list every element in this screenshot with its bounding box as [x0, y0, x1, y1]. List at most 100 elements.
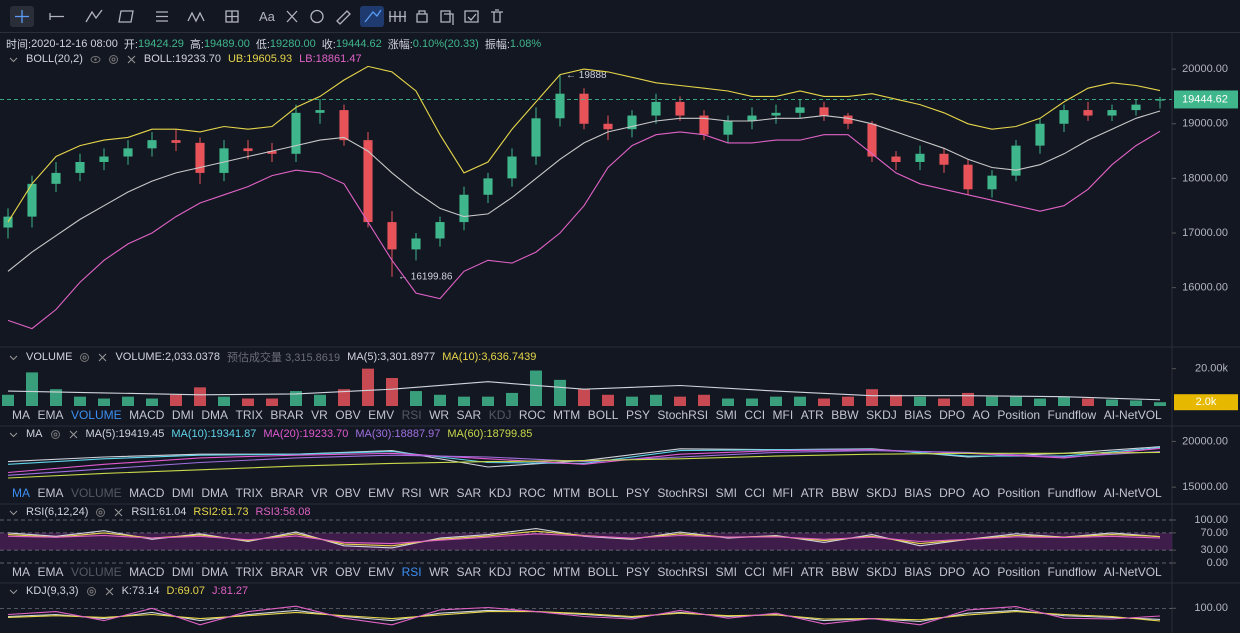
chevron-icon[interactable] — [8, 507, 19, 518]
indicator-tab[interactable]: MTM — [552, 408, 581, 422]
gear-icon[interactable] — [50, 429, 61, 440]
indicator-tab[interactable]: BBW — [831, 565, 859, 579]
indicator-tab[interactable]: AO — [972, 486, 990, 500]
indicator-tab[interactable]: DPO — [939, 408, 966, 422]
indicator-tab[interactable]: BRAR — [270, 408, 304, 422]
ruler-tool[interactable] — [336, 10, 351, 25]
indicator-tab[interactable]: DMI — [171, 486, 194, 500]
indicator-tab[interactable]: EMA — [37, 565, 64, 579]
indicator-tab[interactable]: ATR — [800, 486, 824, 500]
indicator-tab[interactable]: RSI — [401, 565, 422, 579]
indicator-tab[interactable]: SKDJ — [866, 408, 897, 422]
indicator-tab[interactable]: DMA — [201, 565, 229, 579]
indicator-tab[interactable]: EMV — [368, 486, 395, 500]
indicator-tab[interactable]: EMV — [368, 565, 395, 579]
shape-tool[interactable] — [118, 10, 134, 23]
crosshair-tool[interactable] — [15, 10, 29, 23]
indicator-tab[interactable]: MFI — [772, 565, 794, 579]
indicator-tab[interactable]: BOLL — [587, 486, 619, 500]
indicator-tab[interactable]: RSI — [401, 486, 422, 500]
indicator-tab[interactable]: TRIX — [235, 565, 263, 579]
indicator-tab[interactable]: CCI — [744, 408, 766, 422]
indicator-tab[interactable]: BIAS — [904, 486, 932, 500]
chevron-icon[interactable] — [8, 429, 19, 440]
gear-icon[interactable] — [79, 352, 90, 363]
indicator-tab[interactable]: StochRSI — [657, 486, 709, 500]
lock-tool[interactable] — [416, 10, 428, 23]
indicator-tab[interactable]: ROC — [518, 565, 546, 579]
indicator-tab[interactable]: SMI — [715, 408, 737, 422]
close-icon[interactable] — [68, 429, 79, 440]
indicator-tab[interactable]: CCI — [744, 565, 766, 579]
indicator-tab[interactable]: KDJ — [488, 565, 512, 579]
eye-icon[interactable] — [90, 54, 101, 65]
indicator-tab[interactable]: SMI — [715, 486, 737, 500]
indicator-tab[interactable]: OBV — [335, 408, 361, 422]
indicator-tab[interactable]: DMI — [171, 565, 194, 579]
indicator-tab[interactable]: AI-NetVOL — [1103, 486, 1162, 500]
indicator-tab[interactable]: SKDJ — [866, 565, 897, 579]
delete-tool[interactable] — [491, 9, 503, 23]
indicator-tab[interactable]: AI-NetVOL — [1103, 408, 1162, 422]
indicator-tab[interactable]: VR — [311, 408, 328, 422]
indicator-tab[interactable]: BRAR — [270, 486, 304, 500]
indicator-tab[interactable]: DPO — [939, 565, 966, 579]
indicator-tab[interactable]: KDJ — [488, 408, 512, 422]
brush-tool[interactable] — [286, 10, 298, 23]
indicator-tab[interactable]: DMA — [201, 486, 229, 500]
indicator-tab[interactable]: TRIX — [235, 408, 263, 422]
close-icon[interactable] — [97, 352, 108, 363]
indicator-tab[interactable]: Fundflow — [1047, 486, 1097, 500]
indicator-tab[interactable]: MACD — [129, 408, 165, 422]
trend-tool[interactable] — [85, 9, 103, 23]
indicator-tab[interactable]: BBW — [831, 486, 859, 500]
indicator-tab[interactable]: MA — [12, 408, 30, 422]
indicator-tab[interactable]: BRAR — [270, 565, 304, 579]
indicator-tab[interactable]: BIAS — [904, 408, 932, 422]
indicator-tab[interactable]: ATR — [800, 565, 824, 579]
indicator-tab[interactable]: WR — [429, 486, 450, 500]
close-icon[interactable] — [126, 54, 137, 65]
indicator-tab[interactable]: TRIX — [235, 486, 263, 500]
close-icon[interactable] — [104, 586, 115, 597]
indicator-tab[interactable]: BOLL — [587, 565, 619, 579]
indicator-tab[interactable]: RSI — [401, 408, 422, 422]
indicator-tab[interactable]: ATR — [800, 408, 824, 422]
indicator-tab[interactable]: MTM — [552, 565, 581, 579]
indicator-tab[interactable]: SMI — [715, 565, 737, 579]
indicator-tab[interactable]: VR — [311, 565, 328, 579]
indicator-tab[interactable]: PSY — [625, 565, 650, 579]
close-icon[interactable] — [113, 507, 124, 518]
indicator-tab[interactable]: EMV — [368, 408, 395, 422]
indicator-tab[interactable]: VOLUME — [70, 486, 122, 500]
indicator-tab[interactable]: MACD — [129, 565, 165, 579]
indicator-tab[interactable]: PSY — [625, 486, 650, 500]
pattern-tool[interactable] — [187, 11, 205, 23]
indicator-tab[interactable]: AO — [972, 565, 990, 579]
indicator-tab[interactable]: EMA — [37, 486, 64, 500]
indicator-tab[interactable]: Position — [997, 486, 1041, 500]
indicator-tab[interactable]: DMA — [201, 408, 229, 422]
gear-icon[interactable] — [108, 54, 119, 65]
indicator-tab[interactable]: ROC — [518, 486, 546, 500]
indicator-tab[interactable]: AO — [972, 408, 990, 422]
indicator-tab[interactable]: ROC — [518, 408, 546, 422]
chevron-icon[interactable] — [8, 54, 19, 65]
indicator-tab[interactable]: SAR — [456, 408, 482, 422]
indicator-tab[interactable]: StochRSI — [657, 408, 709, 422]
chevron-icon[interactable] — [8, 586, 19, 597]
indicator-tab[interactable]: EMA — [37, 408, 64, 422]
indicator-tab[interactable]: VOLUME — [70, 408, 122, 422]
indicator-tab[interactable]: Position — [997, 408, 1041, 422]
indicator-tab[interactable]: KDJ — [488, 486, 512, 500]
text-tool[interactable]: Aa — [259, 9, 275, 24]
line-tool[interactable] — [49, 13, 64, 20]
indicator-tab[interactable]: BIAS — [904, 565, 932, 579]
indicator-tab[interactable]: BBW — [831, 408, 859, 422]
grid-tool[interactable] — [389, 11, 406, 22]
draw-mode-tool[interactable] — [364, 9, 382, 23]
indicator-tab[interactable]: StochRSI — [657, 565, 709, 579]
indicator-tab[interactable]: BOLL — [587, 408, 619, 422]
indicator-tab[interactable]: DPO — [939, 486, 966, 500]
chevron-icon[interactable] — [8, 352, 19, 363]
